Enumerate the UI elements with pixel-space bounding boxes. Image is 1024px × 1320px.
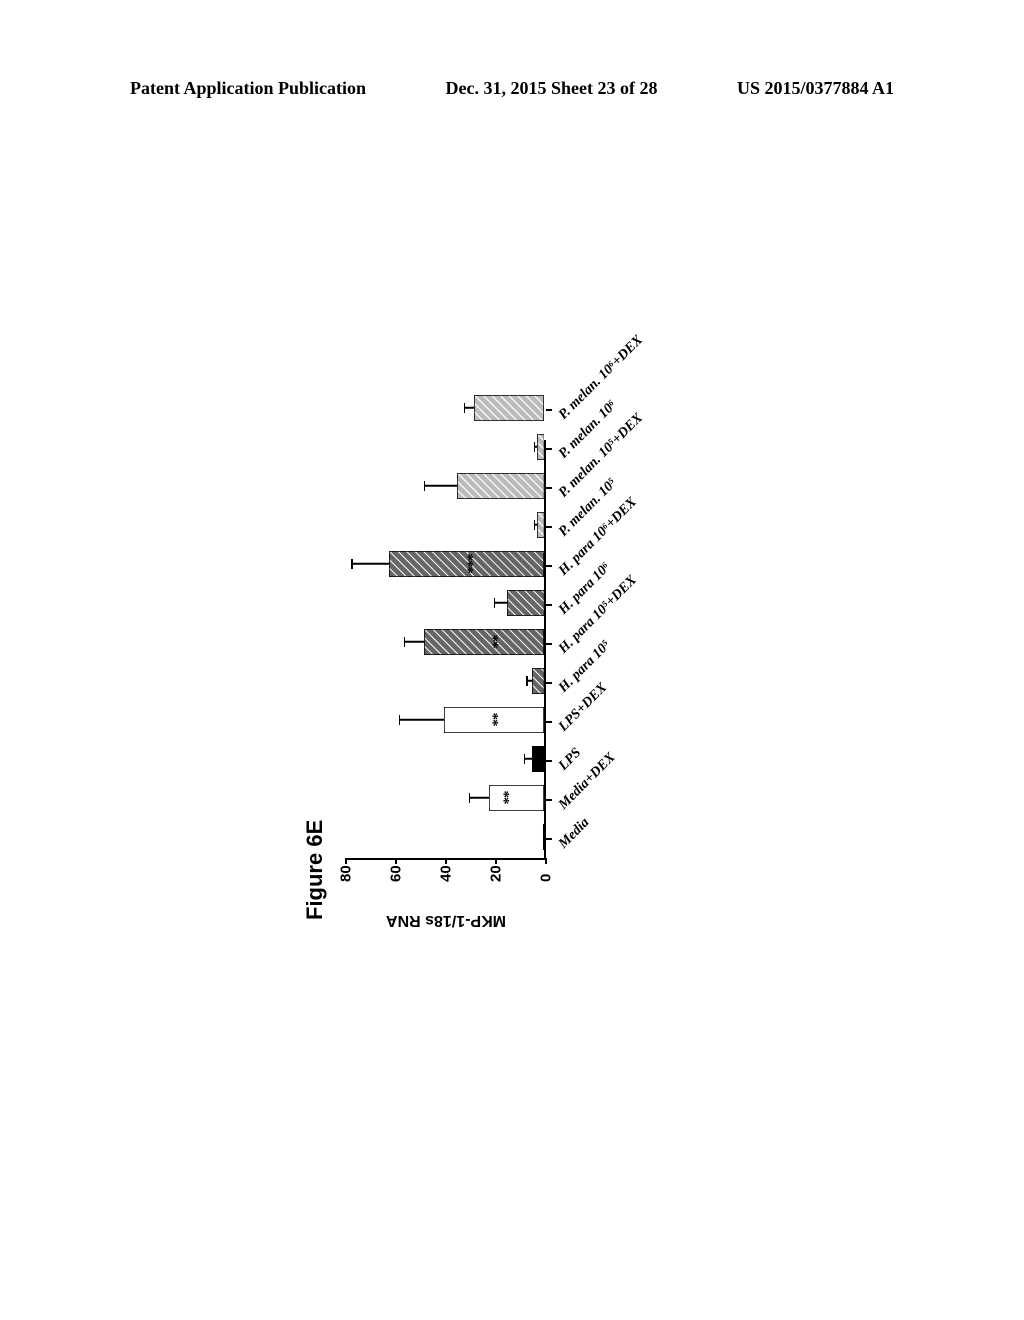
significance-marker: *** bbox=[465, 554, 482, 574]
error-cap bbox=[404, 637, 406, 647]
y-tick-mark bbox=[545, 858, 547, 864]
error-cap bbox=[524, 754, 526, 764]
error-bar bbox=[352, 563, 390, 565]
x-category-label: LPS bbox=[556, 745, 585, 774]
header-date-sheet: Dec. 31, 2015 Sheet 23 of 28 bbox=[446, 78, 658, 99]
error-bar bbox=[399, 719, 444, 721]
x-tick-mark bbox=[546, 760, 552, 762]
figure-container: Figure 6E MKP-1/18s RNA ********* 020406… bbox=[302, 400, 722, 920]
x-tick-mark bbox=[546, 799, 552, 801]
x-tick-mark bbox=[546, 643, 552, 645]
bar bbox=[543, 824, 544, 850]
bar bbox=[457, 473, 545, 499]
significance-marker: ** bbox=[501, 792, 518, 805]
plot-area: ********* bbox=[346, 440, 546, 860]
x-tick-mark bbox=[546, 604, 552, 606]
bar bbox=[537, 512, 545, 538]
x-tick-mark bbox=[546, 721, 552, 723]
y-tick-label: 60 bbox=[388, 865, 405, 882]
bar bbox=[507, 590, 545, 616]
x-category-label: Media bbox=[556, 815, 593, 852]
error-cap bbox=[534, 520, 536, 530]
y-tick-label: 20 bbox=[488, 865, 505, 882]
y-tick-label: 0 bbox=[538, 874, 555, 882]
page-header: Patent Application Publication Dec. 31, … bbox=[0, 78, 1024, 99]
x-tick-mark bbox=[546, 487, 552, 489]
x-tick-mark bbox=[546, 565, 552, 567]
error-bar bbox=[524, 758, 532, 760]
error-cap bbox=[469, 793, 471, 803]
x-tick-mark bbox=[546, 838, 552, 840]
bar bbox=[532, 668, 545, 694]
error-cap bbox=[494, 598, 496, 608]
error-bar bbox=[464, 407, 474, 409]
y-axis-label: MKP-1/18s RNA bbox=[386, 911, 506, 929]
y-tick-mark bbox=[345, 858, 347, 864]
significance-marker: ** bbox=[490, 636, 507, 649]
header-app-number: US 2015/0377884 A1 bbox=[737, 78, 894, 99]
error-cap bbox=[526, 676, 528, 686]
bar-chart: MKP-1/18s RNA ********* 020406080MediaMe… bbox=[336, 420, 696, 920]
bar bbox=[532, 746, 545, 772]
x-tick-mark bbox=[546, 526, 552, 528]
error-cap bbox=[534, 442, 536, 452]
error-cap bbox=[399, 715, 401, 725]
figure-title: Figure 6E bbox=[302, 400, 328, 920]
y-tick-mark bbox=[445, 858, 447, 864]
header-publication: Patent Application Publication bbox=[130, 78, 366, 99]
y-tick-mark bbox=[495, 858, 497, 864]
error-cap bbox=[351, 559, 353, 569]
error-cap bbox=[464, 403, 466, 413]
bar bbox=[424, 629, 544, 655]
x-tick-mark bbox=[546, 682, 552, 684]
error-bar bbox=[469, 797, 489, 799]
error-bar bbox=[424, 485, 457, 487]
bar bbox=[474, 395, 544, 421]
x-tick-mark bbox=[546, 409, 552, 411]
y-tick-mark bbox=[395, 858, 397, 864]
y-tick-label: 40 bbox=[438, 865, 455, 882]
significance-marker: ** bbox=[490, 714, 507, 727]
error-cap bbox=[424, 481, 426, 491]
bar bbox=[537, 434, 545, 460]
x-tick-mark bbox=[546, 448, 552, 450]
y-tick-label: 80 bbox=[338, 865, 355, 882]
error-bar bbox=[404, 641, 424, 643]
error-bar bbox=[494, 602, 507, 604]
